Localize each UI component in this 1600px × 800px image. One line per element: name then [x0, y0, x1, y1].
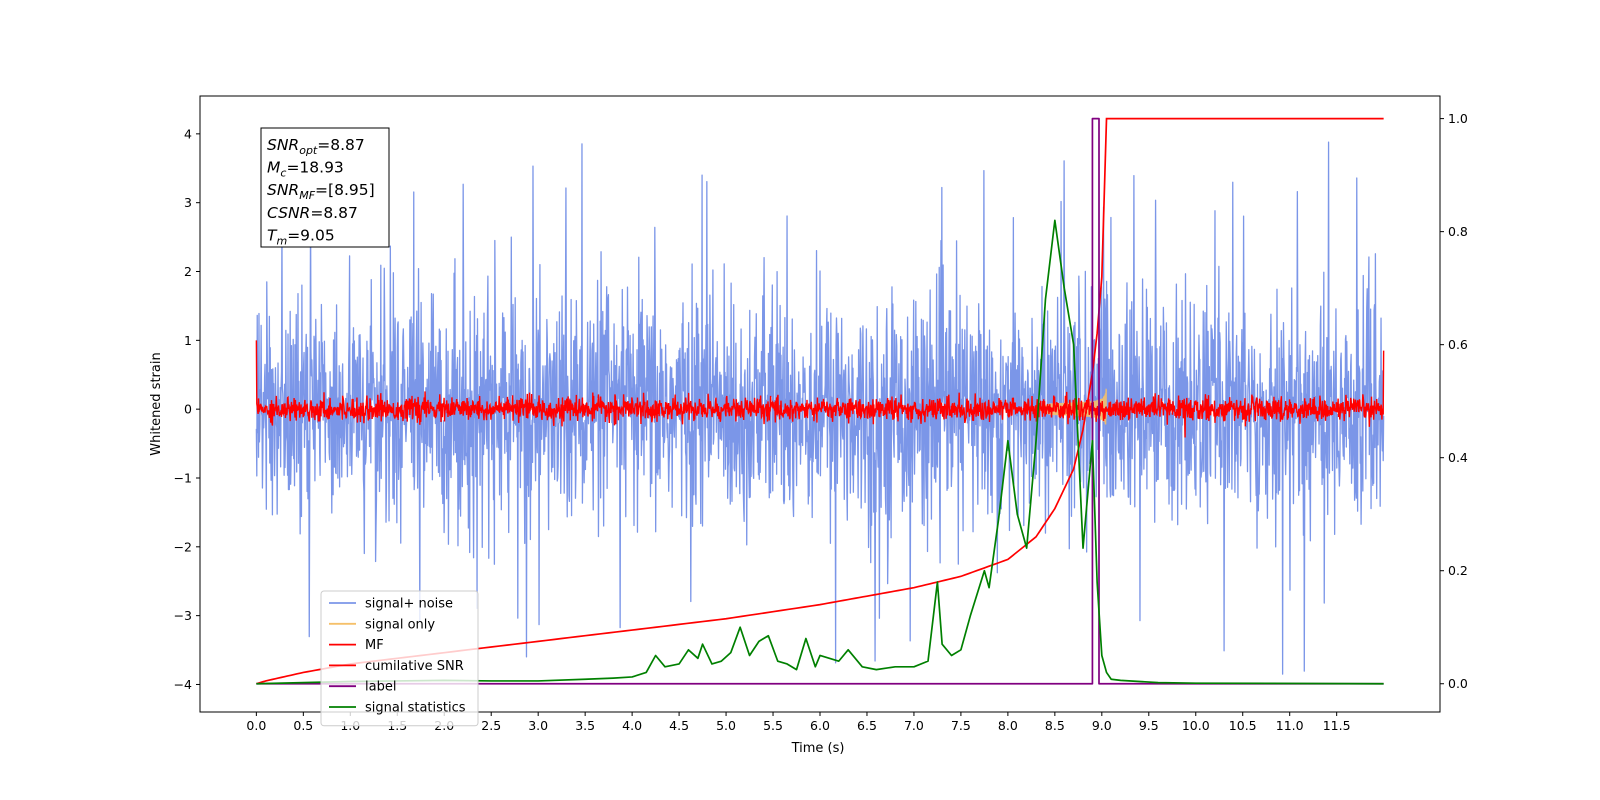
annotation-frame	[260, 127, 390, 248]
legend-entry-label: label	[365, 680, 396, 695]
legend-entry-label: signal only	[365, 617, 435, 632]
y-left-tick-label: −3	[174, 608, 192, 623]
y-right-tick-label: 0.2	[1448, 563, 1468, 578]
series-signal-noise	[255, 141, 1385, 675]
y-right-tick-label: 1.0	[1448, 111, 1468, 126]
series-label	[256, 117, 1384, 685]
annotation-line: Mc=18.93	[267, 159, 344, 180]
y-right-tick-label: 0.6	[1448, 337, 1468, 352]
x-tick-label: 10.5	[1229, 718, 1257, 733]
x-tick-label: 11.0	[1276, 718, 1304, 733]
x-tick-label: 11.5	[1323, 718, 1351, 733]
x-tick-label: 0.5	[293, 718, 313, 733]
x-tick-label: 2.5	[481, 718, 501, 733]
x-tick-label: 6.0	[810, 718, 830, 733]
x-tick-label: 3.5	[575, 718, 595, 733]
x-tick-label: 8.5	[1045, 718, 1065, 733]
x-tick-label: 3.0	[528, 718, 548, 733]
annotation-line: SNRopt=8.87	[267, 136, 365, 157]
x-tick-label: 9.0	[1092, 718, 1112, 733]
y-left-tick-label: 1	[184, 333, 192, 348]
series-signal-statistics	[256, 219, 1384, 685]
x-axis-label: Time (s)	[791, 741, 845, 756]
x-tick-label: 10.0	[1182, 718, 1210, 733]
legend: signal+ noise signal only MF cumilative SNR…	[320, 590, 479, 727]
x-tick-label: 0.0	[246, 718, 266, 733]
y-left-tick-label: 2	[184, 264, 192, 279]
x-tick-label: 7.0	[904, 718, 924, 733]
x-tick-label: 8.0	[998, 718, 1018, 733]
y-left-tick-label: 4	[184, 126, 192, 141]
legend-entry-label: signal+ noise	[365, 597, 453, 612]
y-axis-label: Whitened strain	[149, 352, 164, 455]
annotation-line: Tm=9.05	[267, 226, 335, 247]
x-tick-label: 4.0	[622, 718, 642, 733]
y-left-tick-label: 3	[184, 195, 192, 210]
annotation-line: SNRMF=[8.95]	[267, 181, 375, 202]
x-tick-label: 5.0	[716, 718, 736, 733]
series-mf	[255, 340, 1385, 438]
x-tick-label: 4.5	[669, 718, 689, 733]
x-tick-label: 7.5	[951, 718, 971, 733]
x-tick-label: 6.5	[857, 718, 877, 733]
y-left-tick-label: 0	[184, 402, 192, 417]
annotation-line: CSNR=8.87	[267, 204, 358, 222]
y-left-tick-label: −1	[174, 470, 192, 485]
y-right-tick-label: 0.8	[1448, 224, 1468, 239]
y-right-tick-label: 0.0	[1448, 676, 1468, 691]
legend-frame	[320, 590, 479, 727]
legend-entry-label: cumilative SNR	[365, 659, 464, 674]
y-left-tick-label: −2	[174, 539, 192, 554]
y-right-tick-label: 0.4	[1448, 450, 1468, 465]
legend-entry-label: signal statistics	[365, 701, 466, 716]
legend-entry-label: MF	[365, 638, 384, 653]
x-tick-label: 9.5	[1139, 718, 1159, 733]
x-tick-label: 5.5	[763, 718, 783, 733]
y-left-tick-label: −4	[174, 677, 192, 692]
